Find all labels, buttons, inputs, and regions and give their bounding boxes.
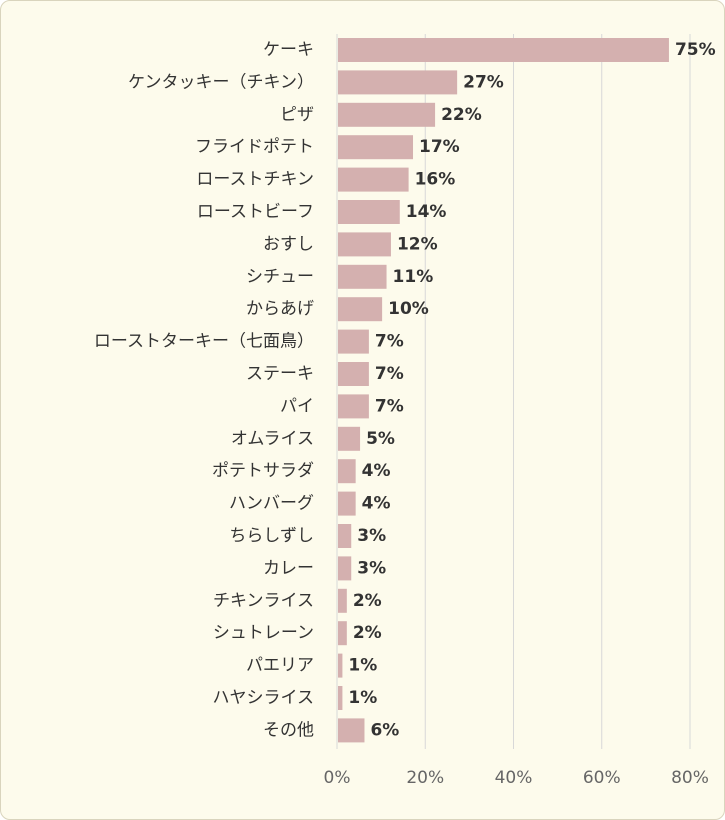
category-label: その他: [263, 720, 314, 740]
bar: [338, 394, 369, 419]
bar: [338, 621, 347, 646]
data-label: 5%: [366, 429, 395, 449]
bar: [338, 556, 352, 581]
data-label: 4%: [362, 494, 391, 514]
bar: [338, 38, 669, 62]
category-label: ケーキ: [263, 40, 314, 60]
category-label: おすし: [263, 234, 314, 254]
category-label: ピザ: [280, 105, 314, 125]
category-label: カレー: [263, 558, 314, 578]
data-label: 22%: [441, 105, 482, 125]
category-label: ハヤシライス: [213, 688, 315, 708]
category-label: ステーキ: [246, 364, 314, 384]
bar: [338, 588, 347, 613]
category-label: ケンタッキー（チキン）: [128, 72, 314, 92]
bar: [338, 297, 383, 322]
category-label: パエリア: [246, 656, 314, 676]
x-tick-label: 0%: [324, 768, 351, 788]
category-label: ローストチキン: [196, 170, 314, 190]
x-tick-label: 20%: [406, 768, 444, 788]
data-label: 4%: [362, 461, 391, 481]
bar: [338, 102, 436, 127]
category-label: シュトレーン: [213, 623, 314, 643]
data-label: 1%: [348, 656, 377, 676]
data-label: 10%: [388, 299, 429, 319]
data-label: 14%: [406, 202, 447, 222]
value-labels: 75% 27% 22% 17% 16% 14% 12% 11% 10% 7% 7% 7% 5% 4% 4% 3…: [348, 40, 715, 740]
data-label: 2%: [353, 623, 382, 643]
bar: [338, 362, 369, 386]
category-label: パイ: [280, 396, 314, 416]
data-label: 16%: [415, 170, 456, 190]
bar: [338, 459, 356, 484]
x-tick-label: 60%: [583, 768, 621, 788]
bars: [338, 38, 669, 743]
data-label: 6%: [370, 720, 399, 740]
bar: [338, 491, 356, 516]
data-label: 11%: [393, 267, 434, 287]
category-label: チキンライス: [213, 591, 314, 611]
category-label: からあげ: [246, 299, 314, 319]
bar: [338, 653, 343, 678]
category-label: ちらしずし: [229, 526, 314, 546]
category-label: ポテトサラダ: [212, 461, 314, 481]
bar: [338, 524, 352, 548]
bar: [338, 686, 343, 710]
data-label: 7%: [375, 364, 404, 384]
data-label: 3%: [357, 558, 386, 578]
bar: [338, 718, 365, 743]
category-label: シチュー: [246, 267, 314, 287]
data-label: 7%: [375, 332, 404, 352]
data-label: 3%: [357, 526, 386, 546]
category-label: フライドポテト: [195, 137, 314, 157]
category-label: ハンバーグ: [229, 494, 314, 514]
data-label: 17%: [419, 137, 460, 157]
category-label: オムライス: [231, 429, 314, 449]
x-axis-tick-labels: 0% 20% 40% 60% 80%: [324, 768, 709, 788]
x-tick-label: 40%: [495, 768, 533, 788]
bar: [338, 70, 458, 95]
gridlines: [336, 34, 691, 749]
data-label: 12%: [397, 234, 438, 254]
bar: [338, 329, 369, 354]
bar: [338, 426, 361, 451]
bar: [338, 200, 400, 224]
bar: [338, 232, 391, 257]
data-label: 27%: [463, 72, 504, 92]
data-label: 75%: [675, 40, 716, 60]
x-tick-label: 80%: [671, 768, 709, 788]
bar: [338, 264, 387, 289]
data-label: 1%: [348, 688, 377, 708]
data-label: 7%: [375, 396, 404, 416]
bar: [338, 167, 409, 192]
category-label: ローストビーフ: [197, 202, 314, 222]
data-label: 2%: [353, 591, 382, 611]
bar: [338, 135, 414, 160]
category-label: ローストターキー（七面鳥）: [94, 332, 314, 352]
